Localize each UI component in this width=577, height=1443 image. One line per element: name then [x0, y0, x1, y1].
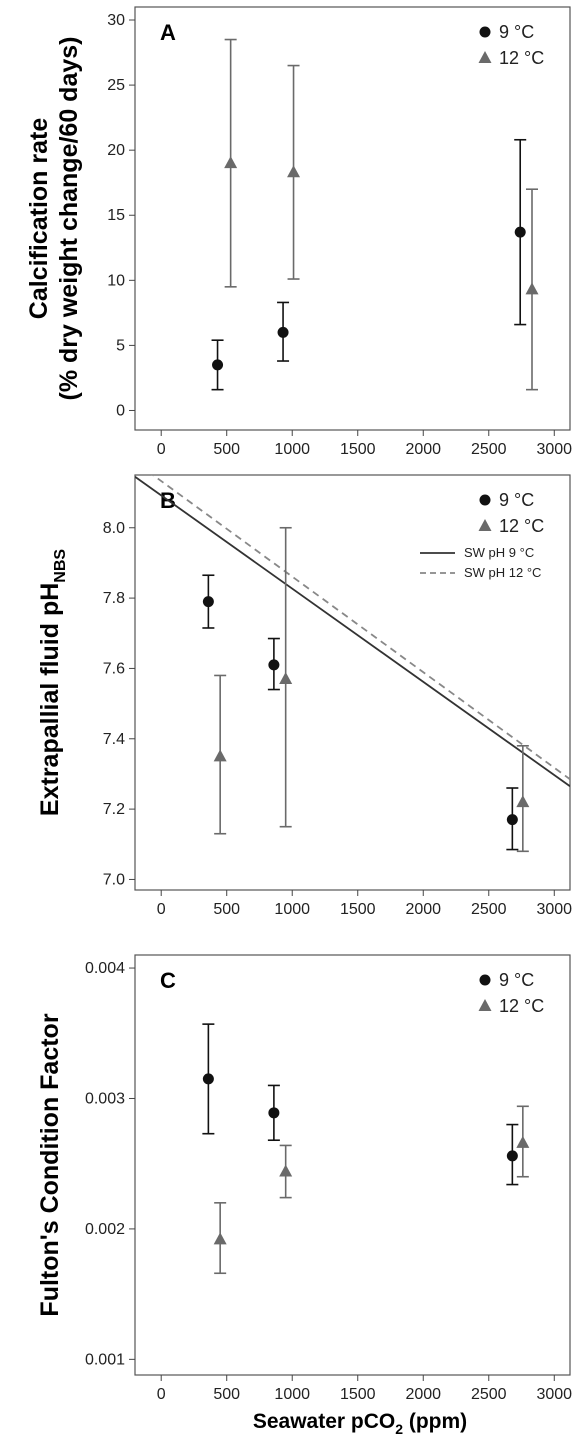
panel-c-y-tick-label: 0.003: [85, 1090, 125, 1107]
panel-b-y-tick-label: 7.6: [103, 660, 125, 677]
panel-b-line-legend-label: SW pH 9 °C: [464, 545, 534, 560]
panel-b-x-tick-label: 500: [213, 901, 240, 918]
panel-c-x-tick-label: 0: [157, 1386, 166, 1403]
panel-c-legend-marker-12c: [478, 999, 492, 1011]
panel-c-legend-label-9c: 9 °C: [499, 970, 534, 990]
panel-c-y-tick-label: 0.001: [85, 1351, 125, 1368]
panel-a-x-tick-label: 0: [157, 441, 166, 458]
panel-b-y-tick-label: 7.4: [103, 731, 125, 748]
panel-b-legend-marker-12c: [478, 519, 492, 531]
panel-b-series-9c-point: [506, 814, 518, 826]
panel-b: 0 500 1000 1500 2000 2500 3000 7.0 7.2 7.4 7.6 7.8 8…: [36, 474, 572, 918]
panel-b-y-tick-label: 7.2: [103, 801, 125, 818]
panel-a-y-axis-title-line2: (% dry weight change/60 days): [55, 37, 83, 401]
panel-a-x-tick-label: 2500: [471, 441, 507, 458]
panel-b-reference-line-sw-ph-12c: [151, 475, 570, 780]
panel-b-y-axis-title-main: Extrapallial fluid pH: [36, 583, 64, 816]
panel-b-series-12c-point: [279, 671, 293, 684]
panel-b-legend-marker-9c: [479, 494, 491, 506]
panel-c-series-9c-point: [506, 1150, 518, 1162]
x-axis-title-sub: 2: [395, 1421, 403, 1437]
panel-a-frame: [134, 6, 571, 431]
panel-c-series-12c-point: [279, 1164, 293, 1177]
panel-b-x-tick-label: 3000: [536, 901, 572, 918]
panel-b-frame: [134, 474, 571, 891]
panel-a-y-tick-label: 10: [107, 272, 125, 289]
panel-c-x-tick-label: 2500: [471, 1386, 507, 1403]
panel-b-x-tick-label: 0: [157, 901, 166, 918]
panel-c-series-12c-point: [516, 1135, 530, 1148]
panel-a-series-9c-point: [212, 359, 224, 371]
panel-c-legend-marker-9c: [479, 974, 491, 986]
panel-a-y-tick-label: 0: [116, 402, 125, 419]
panel-b-line-legend-label: SW pH 12 °C: [464, 565, 541, 580]
panel-a-x-tick-label: 2000: [405, 441, 441, 458]
panel-a-y-tick-label: 5: [116, 337, 125, 354]
panel-c-legend-label-12c: 12 °C: [499, 996, 544, 1016]
panel-b-reference-line-sw-ph-9c: [135, 476, 570, 787]
panel-b-y-axis-title: Extrapallial fluid pHNBS: [36, 549, 69, 816]
panel-a-series-12c-point: [224, 156, 238, 169]
panel-b-series-9c-point: [268, 659, 280, 671]
panel-c-series-9c-point: [202, 1073, 214, 1085]
panel-b-y-tick-label: 8.0: [103, 520, 125, 537]
panel-a-y-axis-title-line1: Calcification rate: [25, 118, 53, 320]
panel-c-series-9c-point: [268, 1107, 280, 1119]
panel-c-y-tick-label: 0.002: [85, 1221, 125, 1238]
x-axis-title: Seawater pCO2 (ppm): [253, 1410, 467, 1437]
panel-c-x-tick-label: 1000: [274, 1386, 310, 1403]
panel-a: 0 500 1000 1500 2000 2500 3000 0 5 10 15 20 25 30 A Cal…: [25, 6, 572, 458]
panel-b-y-tick-label: 7.8: [103, 590, 125, 607]
panel-b-x-tick-label: 1000: [274, 901, 310, 918]
panel-b-legend-label-12c: 12 °C: [499, 516, 544, 536]
panel-b-y-tick-label: 7.0: [103, 871, 125, 888]
panel-c: 0 500 1000 1500 2000 2500 3000 0.001 0.002 0.003 0…: [36, 954, 572, 1403]
panel-a-y-tick-label: 30: [107, 12, 125, 29]
x-axis-title-unit: (ppm): [403, 1410, 467, 1433]
panel-a-legend-label-12c: 12 °C: [499, 48, 544, 68]
panel-c-x-tick-label: 2000: [405, 1386, 441, 1403]
panel-a-series-12c-point: [525, 282, 539, 295]
panel-c-series-12c-point: [213, 1232, 227, 1245]
panel-b-series-12c-point: [213, 749, 227, 762]
panel-a-legend-marker-9c: [479, 26, 491, 38]
panel-c-y-axis-title: Fulton's Condition Factor: [36, 1013, 64, 1316]
panel-a-series-12c-point: [287, 165, 301, 178]
panel-b-series-12c-point: [516, 795, 530, 808]
panel-b-x-tick-label: 2500: [471, 901, 507, 918]
panel-c-x-tick-label: 3000: [536, 1386, 572, 1403]
panel-b-x-tick-label: 1500: [340, 901, 376, 918]
panel-b-series-9c-point: [202, 596, 214, 608]
panel-b-legend-label-9c: 9 °C: [499, 490, 534, 510]
panel-a-series-9c-point: [277, 326, 289, 338]
panel-c-x-tick-label: 1500: [340, 1386, 376, 1403]
x-axis-title-main: Seawater pCO: [253, 1410, 395, 1433]
panel-a-legend-label-9c: 9 °C: [499, 22, 534, 42]
panel-a-y-tick-label: 15: [107, 207, 125, 224]
panel-a-x-tick-label: 1000: [274, 441, 310, 458]
panel-a-x-tick-label: 1500: [340, 441, 376, 458]
panel-a-label: A: [160, 20, 176, 45]
panel-c-frame: [134, 954, 571, 1376]
panel-b-x-tick-label: 2000: [405, 901, 441, 918]
panel-a-x-tick-label: 3000: [536, 441, 572, 458]
panel-a-x-tick-label: 500: [213, 441, 240, 458]
panel-c-y-tick-label: 0.004: [85, 960, 125, 977]
panel-a-legend-marker-12c: [478, 51, 492, 63]
panel-c-y-axis-title-main: Fulton's Condition Factor: [36, 1013, 64, 1316]
panel-a-series-9c-point: [514, 226, 526, 238]
panel-c-label: C: [160, 968, 176, 993]
panel-a-y-tick-label: 25: [107, 77, 125, 94]
panel-c-x-tick-label: 500: [213, 1386, 240, 1403]
panel-a-y-tick-label: 20: [107, 142, 125, 159]
panel-b-y-axis-title-sub: NBS: [52, 549, 69, 583]
